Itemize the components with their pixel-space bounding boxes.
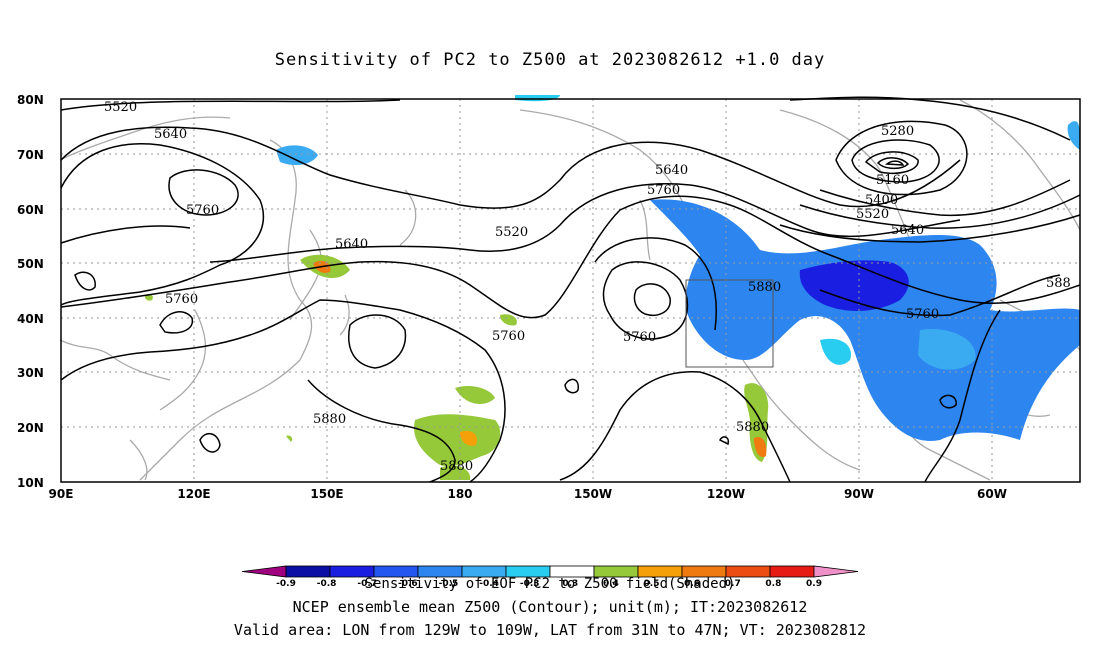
contour-label: 588 [1046,276,1071,291]
map-frame [60,98,1081,483]
lon-label: 180 [447,487,472,501]
colorbar-tick-label: 0.4 [603,579,619,589]
lon-label: 120E [177,487,210,501]
contour-label: 5640 [335,237,368,252]
contour-label: 5880 [440,459,473,474]
contour-label: 5760 [492,329,525,344]
contour-label: 5640 [154,127,187,142]
colorbar-end-right [813,565,859,578]
contour-label: 5160 [876,173,909,188]
caption-contour: NCEP ensemble mean Z500 (Contour); unit(… [292,598,808,616]
contour-label: 5640 [891,223,924,238]
lat-label: 30N [17,366,44,380]
valid-area-box [685,279,774,368]
shade-region-green-small [500,314,517,326]
contour-label: 5280 [881,124,914,139]
lon-label: 120W [707,487,745,501]
contour-label: 5880 [313,412,346,427]
colorbar-tick-label: 0.8 [765,579,781,589]
contour-label: 5400 [865,193,898,208]
shade-region-deep-blue [799,260,909,312]
colorbar-tick-label: 0.3 [562,579,578,589]
shade-region-green-dot [286,435,293,442]
sensitivity-shading [144,95,1080,480]
lat-label: 40N [17,312,44,326]
latitude-labels: 80N 70N 60N 50N 40N 30N 20N 10N [17,93,44,490]
contour-label: 5760 [165,292,198,307]
lon-label: 60W [977,487,1007,501]
shade-region-blue-north [276,145,318,166]
lon-label: 150E [310,487,343,501]
lat-label: 80N [17,93,44,107]
contour-label: 5760 [186,203,219,218]
contour-label: 5760 [623,330,656,345]
colorbar-tick-label: 0.7 [725,579,741,589]
shade-region-green-pacific [414,414,501,467]
shade-region-light-blue [820,338,851,365]
shade-region-mid-blue [918,329,976,370]
contour-labels: 5520 5640 5760 5640 5760 5880 5880 5520 … [104,100,1071,474]
colorbar-tick-label: 0.9 [806,579,822,589]
map-title: Sensitivity of PC2 to Z500 at 2023082612… [274,50,826,70]
colorbar-tick-label: -0.6 [398,579,418,589]
shade-region-blue-edge [1067,121,1080,150]
colorbar-tick-label: -0.9 [276,579,296,589]
contour-label: 5520 [104,100,137,115]
z500-contours [60,96,1081,483]
shade-region-blue [650,199,1080,441]
longitude-labels: 90E 120E 150E 180 150W 120W 90W 60W [49,487,1007,501]
contour-label: 5760 [906,307,939,322]
colorbar-tick-label: -0.8 [317,579,337,589]
lon-label: 90E [49,487,74,501]
colorbar-tick-label: 0.6 [684,579,700,589]
caption-shading: Sensitivity of EOF PC2 to Z500 field(Sha… [364,576,736,592]
colorbar-tick-label: 0.5 [644,579,660,589]
contour-label: 5520 [495,225,528,240]
contour-label: 5880 [736,420,769,435]
colorbar-tick-label: -0.5 [439,579,459,589]
lat-label: 60N [17,203,44,217]
colorbar-tick-label: -0.7 [357,579,377,589]
caption-valid-area: Valid area: LON from 129W to 109W, LAT f… [233,621,867,639]
contour-label: 5520 [856,207,889,222]
shade-region-orange-pacific [460,430,478,446]
colorbar: -0.9 -0.8 -0.7 -0.6 -0.5 -0.4 -0.3 0.3 0.4 0.5 0.6… [241,565,859,589]
shade-region-green-pacific-north [455,386,495,404]
shade-region-orange-mexico [754,436,767,458]
lon-label: 90W [844,487,874,501]
graticule [61,99,1080,482]
shade-region-green-south [440,465,471,480]
lat-label: 70N [17,148,44,162]
lat-label: 10N [17,476,44,490]
lat-label: 20N [17,421,44,435]
contour-label: 5760 [647,183,680,198]
contour-label: 5640 [655,163,688,178]
colorbar-tick-label: -0.3 [520,579,540,589]
lat-label: 50N [17,257,44,271]
contour-label: 5880 [748,280,781,295]
colorbar-tick-label: -0.4 [479,579,499,589]
lon-label: 150W [574,487,612,501]
shade-region-blue-top [515,95,560,102]
